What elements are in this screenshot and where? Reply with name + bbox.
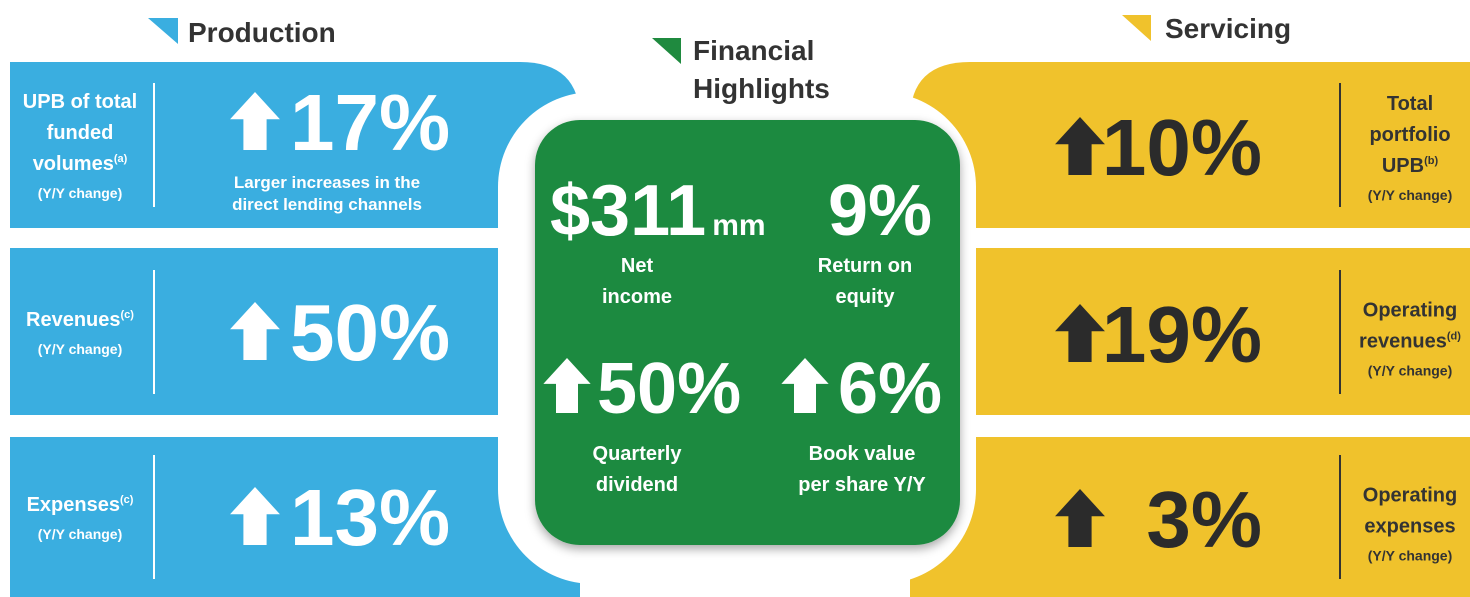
highlight-label: Net [621, 255, 654, 277]
highlight-unit: mm [712, 209, 765, 242]
row-label-superscript: (c) [121, 309, 135, 321]
row-label: portfolio [1369, 124, 1450, 146]
highlight-label: equity [836, 286, 896, 308]
row-sublabel: (Y/Y change) [38, 185, 123, 201]
up-arrow [543, 358, 591, 413]
highlight-value: 6% [838, 349, 942, 429]
row-value: 10% [1102, 103, 1262, 192]
row-label: Operating [1363, 300, 1457, 322]
servicing-row-bg [910, 248, 1470, 415]
section-title: Highlights [693, 73, 830, 104]
highlight-label: Book value [809, 443, 916, 465]
row-label: volumes(a) [33, 153, 128, 175]
row-label: revenues(d) [1359, 331, 1461, 353]
row-label: Revenues(c) [26, 309, 134, 331]
row-value: 3% [1146, 475, 1262, 564]
row-label: UPB of total [23, 91, 137, 113]
section-title: Financial [693, 35, 814, 66]
highlight-value: 9% [828, 171, 932, 251]
row-sublabel: (Y/Y change) [1368, 363, 1453, 379]
up-arrow [781, 358, 829, 413]
row-label-superscript: (a) [114, 153, 128, 165]
row-value: 50% [290, 288, 450, 377]
highlight-value: 50% [597, 349, 741, 429]
highlight-label: Quarterly [593, 443, 683, 465]
row-value: 13% [290, 473, 450, 562]
production-row-bg [10, 62, 580, 228]
row-sublabel: (Y/Y change) [1368, 548, 1453, 564]
title-marker [1122, 15, 1151, 41]
financial-panel [535, 120, 960, 545]
row-sublabel: (Y/Y change) [1368, 187, 1453, 203]
row-label: Expenses(c) [27, 494, 134, 516]
highlight-label: Return on [818, 255, 912, 277]
row-note: direct lending channels [232, 195, 422, 214]
row-value: 17% [290, 78, 450, 167]
up-arrow [230, 302, 280, 360]
production-row-bg [10, 437, 580, 597]
servicing-row-bg [910, 62, 1470, 228]
row-label-superscript: (c) [120, 494, 134, 506]
row-sublabel: (Y/Y change) [38, 341, 123, 357]
row-label-superscript: (d) [1447, 331, 1461, 343]
production-row-bg [10, 248, 580, 415]
highlight-label: dividend [596, 474, 678, 496]
highlight-label: income [602, 286, 672, 308]
title-marker [148, 18, 178, 44]
up-arrow [1055, 489, 1105, 547]
up-arrow [1055, 304, 1105, 362]
row-sublabel: (Y/Y change) [38, 526, 123, 542]
up-arrow [230, 92, 280, 150]
row-label: Total [1387, 93, 1433, 115]
row-value: 19% [1102, 290, 1262, 379]
section-title: Servicing [1165, 13, 1291, 44]
section-title: Production [188, 17, 336, 48]
row-label: funded [47, 122, 114, 144]
up-arrow [230, 487, 280, 545]
title-marker [652, 38, 681, 64]
servicing-row-bg [910, 437, 1470, 597]
row-label: expenses [1364, 516, 1455, 538]
row-label-superscript: (b) [1424, 155, 1438, 167]
row-note: Larger increases in the [234, 173, 420, 192]
row-label: Operating [1363, 485, 1457, 507]
highlight-label: per share Y/Y [798, 474, 926, 496]
up-arrow [1055, 117, 1105, 175]
